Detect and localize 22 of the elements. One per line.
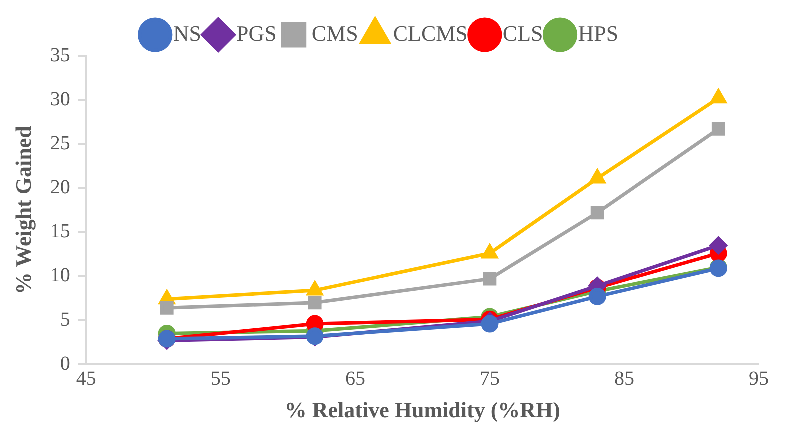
x-tick-label: 85: [614, 368, 634, 390]
x-tick-label: 75: [480, 368, 500, 390]
legend-label: PGS: [236, 20, 277, 46]
y-tick-label: 20: [50, 176, 70, 199]
x-axis-title: % Relative Humidity (%RH): [284, 397, 560, 422]
legend-label: CLCMS: [393, 20, 468, 46]
x-tick-label: 65: [345, 368, 366, 390]
legend-label: NS: [173, 20, 202, 46]
y-tick-label: 5: [60, 308, 70, 331]
y-tick-label: 0: [60, 352, 70, 375]
y-tick-label: 10: [50, 264, 70, 287]
y-tick-label: 25: [50, 132, 70, 154]
y-axis-title: % Weight Gained: [10, 126, 36, 294]
y-tick-label: 35: [50, 44, 70, 66]
legend-label: HPS: [578, 20, 619, 46]
y-tick-label: 15: [50, 220, 70, 243]
legend-label: CMS: [312, 20, 358, 46]
x-tick-label: 55: [210, 368, 231, 390]
y-tick-label: 30: [50, 88, 70, 110]
x-tick-label: 95: [749, 368, 769, 390]
x-tick-label: 45: [76, 368, 96, 390]
legend-label: CLS: [502, 20, 544, 46]
